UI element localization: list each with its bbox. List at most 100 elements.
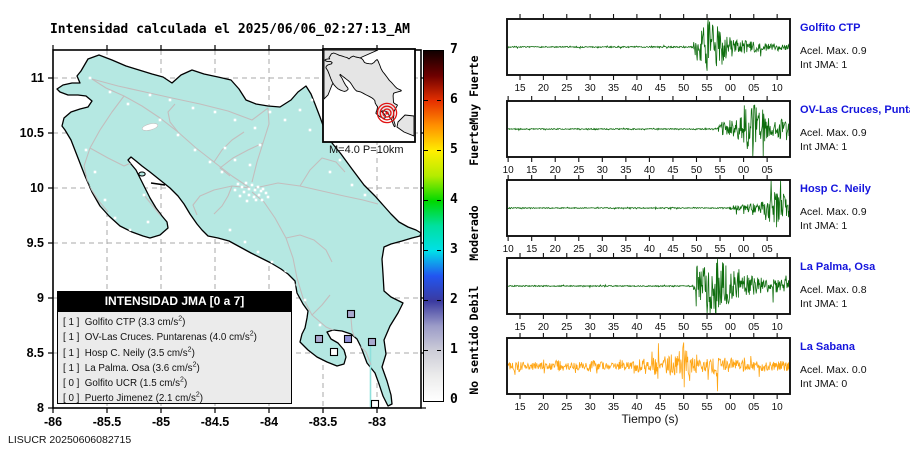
legend-entry: [ 0 ] Golfito UCR (1.5 cm/s2): [58, 373, 291, 390]
time-tick-label: 40: [644, 165, 656, 176]
colorbar-category: Muy Fuerte: [467, 55, 481, 125]
seismogram-panel: 15 20 25 30 35 40 45 50 55 00 05 10: [506, 14, 791, 94]
intensity-marker: [329, 347, 339, 357]
legend-entry-text: [ 0 ] Golfito UCR (1.5 cm/s2): [63, 376, 188, 390]
svg-text:10.5: 10.5: [20, 126, 44, 140]
time-tick-label: 15: [514, 83, 526, 94]
svg-text:-84: -84: [260, 415, 278, 429]
costa-rica-map: -86 -85.5 -85 -84.5 -84 -83.5 -83 8 8.5 9 9.5 10 10.…: [20, 45, 426, 429]
colorbar-tick: [437, 249, 441, 251]
time-tick-label: 35: [608, 322, 620, 333]
time-tick-label: 20: [550, 165, 562, 176]
colorbar-value: 1: [450, 342, 458, 357]
station-name: La Palma, Osa: [800, 261, 876, 273]
acceleration-max: Acel. Max. 0.9: [800, 127, 867, 139]
time-tick-label: 45: [655, 322, 667, 333]
svg-text:11: 11: [31, 71, 44, 85]
colorbar-tick: [424, 149, 428, 151]
time-tick-label: 30: [585, 402, 597, 413]
svg-text:-84.5: -84.5: [201, 415, 230, 429]
svg-text:-86: -86: [44, 415, 62, 429]
colorbar-tick: [424, 199, 428, 201]
seismogram-panels: 15 20 25 30 35 40 45 50 55 00 05 10 10 15 20 25 30 35 40 45…: [503, 14, 791, 413]
svg-text:9.5: 9.5: [27, 236, 44, 250]
legend-body: [ 1 ] Golfito CTP (3.3 cm/s2) [ 1 ] OV-La…: [58, 312, 291, 405]
time-tick-label: 30: [585, 83, 597, 94]
station-name: OV-Las Cruces, Puntar: [800, 104, 910, 116]
intensity-jma: Int JMA: 1: [800, 59, 848, 71]
map-title: Intensidad calculada el 2025/06/06_02:27…: [49, 22, 411, 37]
legend-header: INTENSIDAD JMA [0 a 7]: [58, 292, 291, 312]
time-tick-label: 25: [573, 244, 585, 255]
time-tick-label: 20: [538, 402, 550, 413]
seismogram-panel: 15 20 25 30 35 40 45 50 55 00 05 10: [506, 253, 791, 333]
time-tick-label: 30: [597, 165, 609, 176]
time-tick-label: 40: [631, 83, 643, 94]
time-tick-label: 50: [678, 322, 690, 333]
colorbar-value: 5: [450, 142, 458, 157]
legend-entry-text: [ 0 ] Puerto Jimenez (2.1 cm/s2): [63, 391, 204, 405]
time-tick-label: 10: [772, 83, 784, 94]
legend-entry: [ 1 ] Hosp C. Neily (3.5 cm/s2): [58, 342, 291, 358]
time-tick-label: 00: [738, 244, 750, 255]
time-tick-label: 55: [701, 322, 713, 333]
legend-entry: [ 1 ] Golfito CTP (3.3 cm/s2): [58, 312, 291, 328]
time-tick-label: 00: [725, 322, 737, 333]
overview-inset: [322, 48, 416, 143]
time-tick-label: 25: [573, 165, 585, 176]
time-tick-label: 25: [561, 402, 573, 413]
waveform-trace: [507, 19, 790, 71]
intensity-jma: Int JMA: 1: [800, 141, 848, 153]
colorbar-tick: [424, 299, 428, 301]
station-name: La Sabana: [800, 341, 856, 353]
magnitude-depth-label: M=4.0 P=10km: [329, 144, 404, 156]
time-tick-label: 40: [631, 322, 643, 333]
intensity-jma: Int JMA: 1: [800, 220, 848, 232]
time-tick-label: 10: [772, 402, 784, 413]
time-tick-label: 45: [655, 83, 667, 94]
time-tick-label: 10: [503, 244, 515, 255]
intensity-legend: INTENSIDAD JMA [0 a 7] [ 1 ] Golfito CTP…: [57, 291, 292, 404]
intensity-marker: [343, 334, 353, 344]
time-tick-label: 40: [644, 244, 656, 255]
svg-text:-85: -85: [152, 415, 170, 429]
time-tick-label: 50: [678, 83, 690, 94]
svg-text:-83: -83: [368, 415, 386, 429]
colorbar-tick: [437, 99, 441, 101]
svg-text:9: 9: [37, 291, 44, 305]
time-tick-label: 35: [608, 83, 620, 94]
time-tick-label: 35: [608, 402, 620, 413]
seismogram-panel: 10 15 20 25 30 35 40 45 50 55 00 05: [503, 175, 791, 255]
seismogram-panel: 10 15 20 25 30 35 40 45 50 55 00 05: [503, 96, 791, 176]
colorbar-value: 3: [450, 242, 458, 257]
time-tick-label: 25: [561, 83, 573, 94]
time-tick-label: 50: [691, 244, 703, 255]
time-tick-label: 05: [762, 165, 774, 176]
time-tick-label: 15: [514, 322, 526, 333]
time-tick-label: 15: [526, 165, 538, 176]
colorbar-tick: [437, 349, 441, 351]
waveform-trace: [507, 342, 790, 392]
time-tick-label: 45: [667, 244, 679, 255]
colorbar-tick: [424, 349, 428, 351]
time-tick-label: 30: [585, 322, 597, 333]
legend-entry: [ 1 ] OV-Las Cruces. Puntarenas (4.0 cm/…: [58, 327, 291, 343]
colorbar-tick: [424, 249, 428, 251]
svg-text:8: 8: [37, 401, 44, 415]
time-tick-label: 05: [748, 83, 760, 94]
time-axis-label: Tiempo (s): [621, 412, 679, 426]
intensity-marker: [367, 337, 377, 347]
time-tick-label: 05: [748, 402, 760, 413]
epicenter-icon: [376, 102, 398, 124]
acceleration-max: Acel. Max. 0.8: [800, 284, 867, 296]
acceleration-max: Acel. Max. 0.9: [800, 45, 867, 57]
time-tick-label: 45: [655, 402, 667, 413]
legend-entry-text: [ 1 ] La Palma. Osa (3.6 cm/s2): [63, 361, 200, 374]
time-tick-label: 20: [538, 83, 550, 94]
acceleration-max: Acel. Max. 0.9: [800, 206, 867, 218]
svg-text:-85.5: -85.5: [93, 415, 122, 429]
waveform-trace: [507, 104, 790, 157]
time-tick-label: 55: [701, 402, 713, 413]
intensity-jma: Int JMA: 0: [800, 378, 848, 390]
